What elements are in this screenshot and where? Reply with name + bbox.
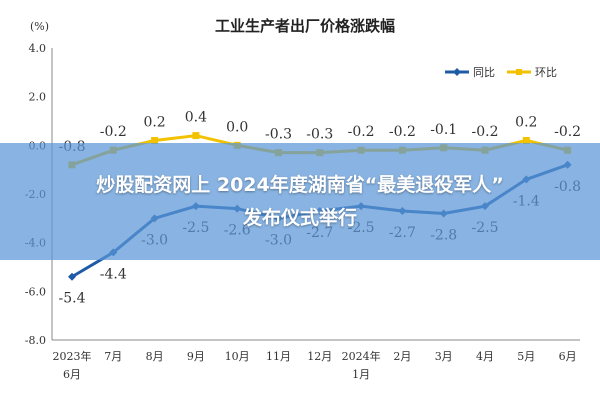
- y-tick-label: -6.0: [25, 285, 46, 298]
- headline-line-2: 发布仪式举行: [242, 207, 357, 229]
- data-point: [68, 272, 76, 281]
- data-label: -0.2: [348, 124, 375, 140]
- data-label: 0.2: [515, 114, 537, 130]
- x-tick-label: 3月: [435, 350, 453, 363]
- data-label: -5.4: [59, 291, 86, 307]
- x-tick-label: 10月: [225, 350, 250, 363]
- chart-title: 工业生产者出厂价格涨跌幅: [215, 17, 395, 35]
- data-label: -0.2: [554, 124, 581, 140]
- data-label: 0.0: [226, 119, 248, 135]
- x-tick-label: 4月: [476, 350, 494, 363]
- x-tick-label: 5月: [517, 350, 535, 363]
- data-point: [522, 136, 530, 144]
- data-label: 0.4: [185, 110, 207, 126]
- x-tick-label: 1月: [352, 368, 370, 381]
- data-label: -0.2: [100, 124, 127, 140]
- legend-marker: [453, 68, 461, 76]
- x-tick-label: 8月: [146, 350, 164, 363]
- data-label: 0.2: [143, 114, 165, 130]
- data-point: [192, 132, 200, 140]
- legend-entry-label: 环比: [535, 66, 557, 79]
- x-tick-label: 7月: [104, 350, 122, 363]
- data-label: -0.2: [389, 124, 416, 140]
- y-axis-unit: (%): [30, 20, 49, 33]
- headline-line-1: 炒股配资网上 2024年度湖南省“最美退役军人”: [96, 174, 504, 196]
- y-tick-label: 4.0: [29, 42, 47, 55]
- y-tick-label: 2.0: [29, 91, 47, 104]
- x-tick-label: 6月: [559, 350, 577, 363]
- data-point: [151, 136, 159, 144]
- x-tick-label: 11月: [266, 350, 291, 363]
- headline-banner: [0, 143, 600, 260]
- data-label: -4.4: [100, 266, 127, 282]
- legend-entry-label: 同比: [473, 66, 495, 79]
- x-tick-label: 2023年: [53, 349, 92, 363]
- x-tick-label: 9月: [187, 350, 205, 363]
- data-label: -0.2: [472, 124, 499, 140]
- data-label: -0.3: [306, 127, 333, 143]
- y-tick-label: -8.0: [25, 334, 46, 347]
- data-label: -0.3: [265, 127, 292, 143]
- legend-marker: [516, 69, 522, 75]
- x-tick-label: 6月: [63, 368, 81, 381]
- x-tick-label: 2024年: [342, 349, 381, 363]
- x-tick-label: 12月: [307, 350, 332, 363]
- data-label: -0.1: [430, 122, 457, 138]
- x-tick-label: 2月: [393, 350, 411, 363]
